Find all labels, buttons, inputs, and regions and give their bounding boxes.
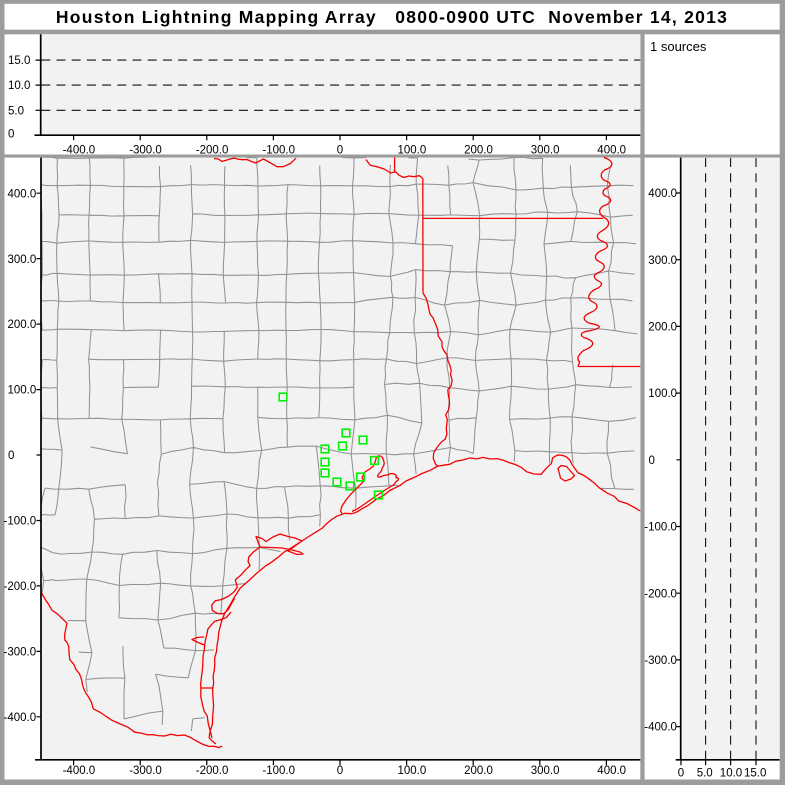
svg-text:-300.0: -300.0 bbox=[644, 655, 677, 667]
svg-text:0: 0 bbox=[337, 765, 343, 777]
svg-text:200.0: 200.0 bbox=[648, 322, 677, 334]
svg-text:15.0: 15.0 bbox=[744, 768, 766, 780]
svg-text:0: 0 bbox=[678, 768, 684, 780]
svg-text:200.0: 200.0 bbox=[8, 319, 37, 331]
svg-text:0: 0 bbox=[8, 450, 14, 462]
svg-text:-100.0: -100.0 bbox=[262, 765, 295, 777]
svg-text:300.0: 300.0 bbox=[531, 765, 560, 777]
svg-text:0: 0 bbox=[649, 455, 655, 467]
svg-text:-400.0: -400.0 bbox=[644, 722, 677, 734]
svg-text:-400.0: -400.0 bbox=[63, 765, 96, 777]
svg-text:15.0: 15.0 bbox=[8, 55, 30, 67]
svg-text:400.0: 400.0 bbox=[8, 188, 37, 200]
svg-text:0: 0 bbox=[337, 145, 343, 157]
svg-text:10.0: 10.0 bbox=[720, 768, 742, 780]
svg-text:-300.0: -300.0 bbox=[129, 765, 162, 777]
svg-text:300.0: 300.0 bbox=[8, 254, 37, 266]
svg-text:300.0: 300.0 bbox=[531, 145, 560, 157]
svg-text:400.0: 400.0 bbox=[597, 765, 626, 777]
svg-text:5.0: 5.0 bbox=[697, 768, 713, 780]
svg-text:5.0: 5.0 bbox=[8, 105, 24, 117]
svg-text:400.0: 400.0 bbox=[597, 145, 626, 157]
svg-text:400.0: 400.0 bbox=[648, 188, 677, 200]
svg-text:-300.0: -300.0 bbox=[129, 145, 162, 157]
svg-text:-200.0: -200.0 bbox=[196, 765, 229, 777]
svg-text:-100.0: -100.0 bbox=[262, 145, 295, 157]
svg-text:100.0: 100.0 bbox=[398, 145, 427, 157]
svg-text:-200.0: -200.0 bbox=[644, 588, 677, 600]
svg-text:-200.0: -200.0 bbox=[4, 581, 37, 593]
svg-text:0: 0 bbox=[8, 129, 14, 141]
svg-text:-100.0: -100.0 bbox=[644, 522, 677, 534]
svg-text:-400.0: -400.0 bbox=[4, 712, 37, 724]
svg-text:-300.0: -300.0 bbox=[4, 647, 37, 659]
svg-text:-200.0: -200.0 bbox=[196, 145, 229, 157]
svg-text:100.0: 100.0 bbox=[648, 388, 677, 400]
svg-text:10.0: 10.0 bbox=[8, 80, 30, 92]
svg-text:1 sources: 1 sources bbox=[650, 39, 707, 54]
svg-text:100.0: 100.0 bbox=[398, 765, 427, 777]
svg-text:100.0: 100.0 bbox=[8, 385, 37, 397]
svg-text:200.0: 200.0 bbox=[464, 765, 493, 777]
svg-text:300.0: 300.0 bbox=[648, 255, 677, 267]
svg-text:200.0: 200.0 bbox=[464, 145, 493, 157]
svg-text:-400.0: -400.0 bbox=[63, 145, 96, 157]
svg-text:-100.0: -100.0 bbox=[4, 516, 37, 528]
